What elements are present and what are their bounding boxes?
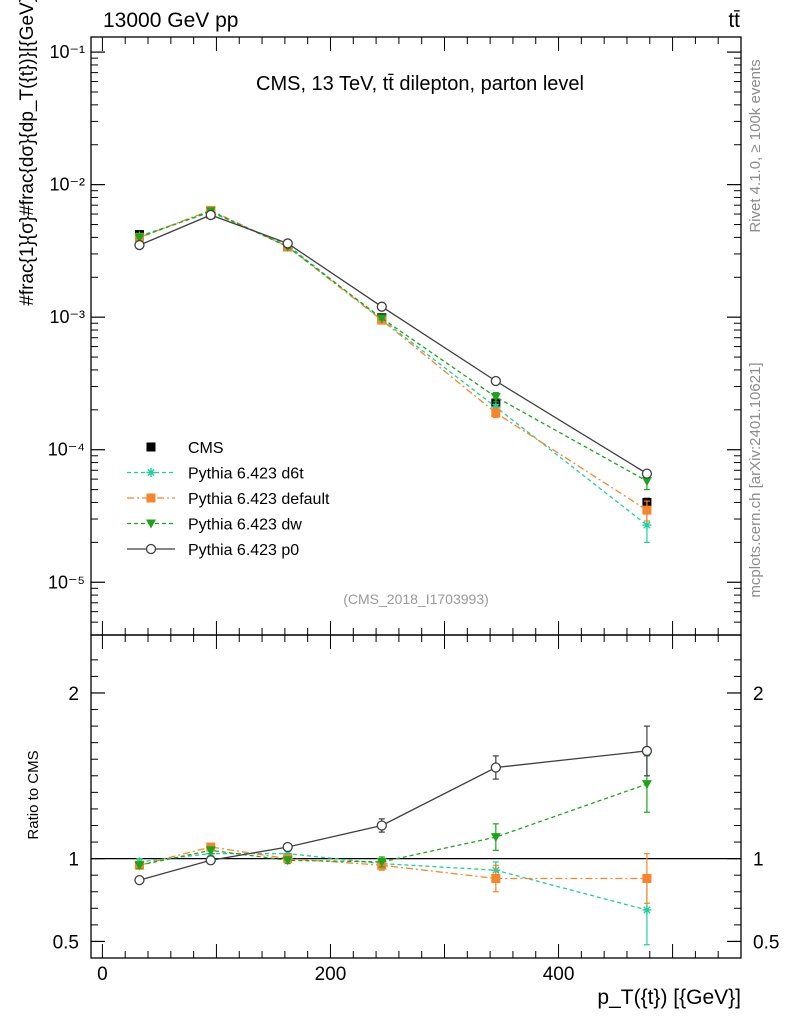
ratio-point-pythia-6-423-d6t: [283, 849, 293, 859]
x-tick-label: 200: [315, 964, 347, 985]
main-point-pythia-6-423-dw: [641, 477, 652, 487]
ratio-series-pythia-6-423-p0: [134, 725, 653, 886]
x-tick-label: 400: [543, 964, 575, 985]
legend-marker: [146, 493, 156, 503]
ratio-series-pythia-6-423-dw: [134, 755, 652, 871]
ratio-y-tick-label: 2: [68, 684, 79, 705]
header-right-title: tt̄: [728, 9, 740, 32]
ratio-point-pythia-6-423-dw: [376, 857, 387, 867]
ratio-series-layer: [134, 725, 653, 946]
ratio-point-pythia-6-423-p0: [490, 762, 501, 773]
main-point-pythia-6-423-p0: [641, 468, 653, 479]
ratio-y-tick-label-right: 1: [753, 850, 764, 871]
main-line-pythia-6-423-dw: [139, 210, 648, 482]
legend-entry-pythia-6-423-dw: Pythia 6.423 dw: [127, 517, 302, 534]
legend-entry-pythia-6-423-p0: Pythia 6.423 p0: [127, 542, 299, 559]
main-axis-ticks: 10⁻⁵ 10⁻⁴ 10⁻³ 10⁻² 10⁻¹: [48, 37, 741, 635]
ratio-point-pythia-6-423-p0: [205, 855, 216, 866]
main-point-pythia-6-423-dw: [376, 314, 387, 324]
main-point-pythia-6-423-p0: [376, 301, 387, 312]
main-point-pythia-6-423-dw: [490, 392, 501, 402]
header-left-title: 13000 GeV pp: [103, 9, 238, 32]
ratio-axis-ticks: 0.5 0.5 1 1 2 2 0 200 400: [53, 635, 779, 985]
legend-entry-pythia-6-423-d6t: Pythia 6.423 d6t: [127, 466, 304, 483]
ratio-y-axis-label: Ratio to CMS: [25, 750, 42, 839]
main-series-pythia-6-423-p0: [134, 209, 653, 479]
legend: CMS Pythia 6.423 d6t Pythia 6.423 default P…: [127, 440, 330, 559]
ratio-point-pythia-6-423-default: [491, 873, 501, 883]
legend-label: CMS: [188, 440, 224, 457]
legend-label: Pythia 6.423 d6t: [188, 466, 304, 483]
main-line-pythia-6-423-p0: [139, 214, 648, 475]
legend-marker: [146, 468, 156, 477]
x-axis-label: p_T({t}) [{GeV}]: [597, 986, 741, 1009]
ratio-y-tick-label-right: 0.5: [753, 932, 779, 953]
legend-label: Pythia 6.423 p0: [188, 542, 299, 559]
main-point-pythia-6-423-p0: [490, 375, 501, 387]
legend-entry-pythia-6-423-default: Pythia 6.423 default: [127, 491, 330, 508]
ratio-point-pythia-6-423-default: [642, 873, 652, 883]
x-tick-label: 0: [97, 964, 108, 985]
legend-label: Pythia 6.423 dw: [188, 517, 302, 534]
ratio-point-pythia-6-423-dw: [282, 856, 293, 866]
main-point-pythia-6-423-p0: [282, 238, 293, 249]
main-chart-title: CMS, 13 TeV, tt̄ dilepton, parton level: [256, 73, 584, 95]
main-series-layer: [134, 205, 653, 543]
legend-marker: [146, 442, 156, 452]
ratio-line-pythia-6-423-p0: [139, 750, 647, 881]
main-y-tick-label: 10⁻³: [49, 307, 85, 327]
main-point-pythia-6-423-default: [491, 408, 501, 418]
main-point-pythia-6-423-p0: [205, 209, 216, 221]
ratio-point-pythia-6-423-p0: [376, 820, 387, 831]
ratio-point-pythia-6-423-p0: [282, 841, 293, 853]
ratio-point-pythia-6-423-dw: [134, 861, 145, 871]
main-y-tick-label: 10⁻¹: [49, 42, 85, 62]
main-point-pythia-6-423-d6t: [491, 402, 501, 412]
ratio-point-pythia-6-423-p0: [134, 874, 145, 886]
legend-label: Pythia 6.423 default: [188, 491, 330, 508]
legend-marker: [145, 543, 157, 555]
main-series-cms: [134, 209, 652, 508]
main-point-pythia-6-423-dw: [134, 233, 145, 243]
ratio-panel-frame: [90, 634, 742, 959]
main-point-pythia-6-423-d6t: [642, 520, 652, 530]
ratio-y-tick-label: 1: [68, 850, 79, 871]
main-y-tick-label: 10⁻⁴: [48, 440, 85, 460]
ratio-y-tick-label-right: 2: [753, 684, 764, 705]
main-line-pythia-6-423-default: [139, 209, 648, 511]
ratio-point-pythia-6-423-d6t: [642, 905, 652, 915]
ratio-point-pythia-6-423-dw: [490, 833, 501, 843]
ratio-point-pythia-6-423-dw: [205, 846, 216, 856]
ratio-point-pythia-6-423-p0: [641, 745, 653, 757]
mcplots-label: mcplots.cern.ch [arXiv:2401.10621]: [747, 362, 764, 597]
ratio-y-tick-label: 0.5: [53, 932, 79, 953]
ratio-point-pythia-6-423-dw: [641, 780, 652, 790]
legend-marker: [146, 519, 156, 529]
main-point-pythia-6-423-p0: [134, 239, 145, 251]
ratio-line-pythia-6-423-dw: [139, 783, 648, 866]
main-point-pythia-6-423-default: [642, 505, 652, 515]
legend-entry-cms: CMS: [146, 440, 224, 457]
rivet-version-label: Rivet 4.1.0, ≥ 100k events: [747, 59, 764, 232]
main-y-axis-label: #frac{1}{σ}#frac{dσ}{dp_T({t})}[{GeV}⁻¹]: [17, 0, 38, 306]
main-y-tick-label: 10⁻²: [49, 175, 85, 195]
analysis-id-label: (CMS_2018_I1703993): [343, 591, 489, 607]
ratio-line-pythia-6-423-d6t: [139, 852, 648, 911]
main-y-tick-label: 10⁻⁵: [48, 572, 85, 592]
ratio-line-pythia-6-423-default: [139, 846, 647, 880]
